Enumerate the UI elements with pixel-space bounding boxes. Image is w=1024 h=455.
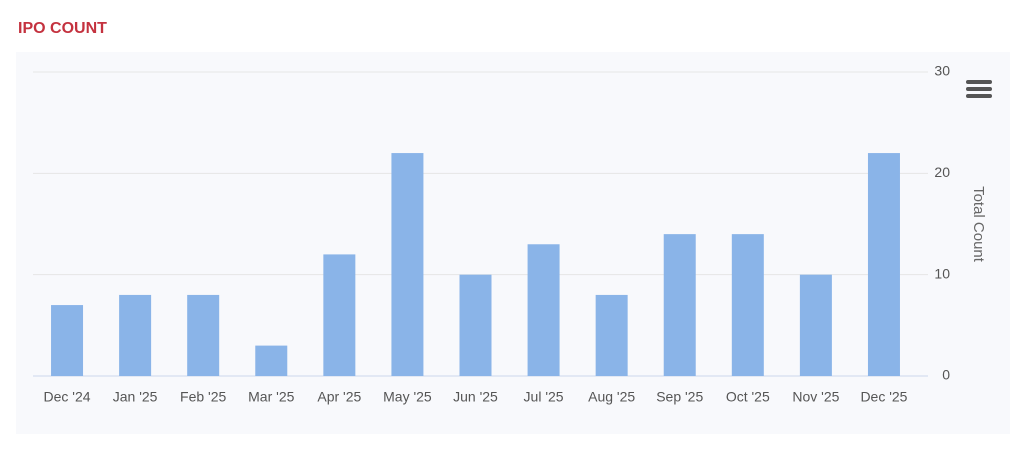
bar [255, 345, 288, 376]
menu-bar [966, 80, 992, 84]
chart-panel [16, 52, 1010, 434]
x-tick-label: Aug '25 [588, 389, 635, 405]
bar [731, 234, 764, 376]
x-tick-label: Dec '24 [44, 389, 91, 405]
bar [459, 274, 492, 376]
x-tick-label: May '25 [383, 389, 432, 405]
bar [119, 294, 152, 376]
y-tick-label: 0 [942, 367, 950, 383]
x-tick-label: Nov '25 [792, 389, 839, 405]
bar [323, 254, 356, 376]
x-tick-label: Jul '25 [524, 389, 564, 405]
bar [187, 294, 220, 376]
x-tick-label: Apr '25 [317, 389, 361, 405]
y-tick-label: 30 [934, 63, 950, 79]
x-tick-label: Jan '25 [113, 389, 158, 405]
menu-button[interactable] [966, 80, 992, 98]
bar [663, 234, 696, 376]
x-tick-label: Sep '25 [656, 389, 703, 405]
bar [799, 274, 832, 376]
chart-title: IPO COUNT [18, 20, 107, 37]
y-tick-label: 10 [934, 265, 950, 281]
bar [51, 305, 84, 376]
x-tick-label: Dec '25 [860, 389, 907, 405]
menu-bar [966, 87, 992, 91]
x-tick-label: Feb '25 [180, 389, 226, 405]
menu-bar [966, 94, 992, 98]
bar [391, 153, 424, 376]
x-tick-label: Mar '25 [248, 389, 294, 405]
x-tick-label: Oct '25 [726, 389, 770, 405]
y-tick-label: 20 [934, 164, 950, 180]
x-tick-label: Jun '25 [453, 389, 498, 405]
bar [527, 244, 560, 376]
bar [595, 294, 628, 376]
y-axis-title: Total Count [970, 186, 987, 263]
bar [867, 153, 900, 376]
